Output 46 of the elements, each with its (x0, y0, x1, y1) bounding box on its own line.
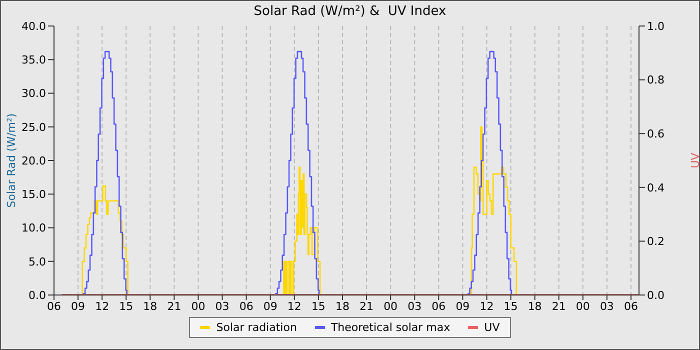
x-tick-label: 00 (191, 300, 206, 313)
y2-tick-label: 1.0 (647, 20, 664, 33)
x-tick-label: 00 (576, 300, 590, 313)
y-tick-label: 5.0 (28, 255, 46, 268)
x-tick-label: 03 (600, 300, 614, 313)
x-tick-label: 06 (432, 300, 446, 313)
x-tick-label: 03 (215, 300, 230, 313)
x-tick-label: 12 (287, 300, 302, 313)
chart-title: Solar Rad (W/m²) & UV Index (252, 4, 448, 19)
x-tick-label: 09 (456, 300, 470, 313)
y-tick-label: 25.0 (22, 120, 46, 134)
legend-label: Theoretical solar max (330, 321, 450, 334)
x-tick-label: 18 (143, 300, 158, 313)
x-tick-label: 18 (335, 300, 350, 313)
x-tick-label: 00 (384, 300, 398, 313)
x-tick-label: 15 (504, 300, 518, 313)
x-tick-label: 12 (480, 300, 494, 313)
x-tick-label: 06 (239, 300, 254, 313)
x-tick-label: 21 (552, 300, 566, 313)
y-tick-label: 20.0 (22, 154, 46, 168)
y-tick-label: 0.0 (28, 288, 46, 302)
x-tick-label: 21 (360, 300, 374, 313)
y2-tick-label: 0.4 (647, 181, 664, 194)
legend-label: UV (483, 321, 500, 334)
y2-tick-label: 0.8 (647, 74, 664, 87)
y-tick-label: 35.0 (22, 54, 46, 67)
y2-tick-label: 0.6 (647, 128, 664, 141)
y-tick-label: 40.0 (22, 20, 46, 33)
x-tick-label: 15 (119, 300, 134, 313)
y-axis-title: Solar Rad (W/m²) (4, 113, 18, 208)
x-tick-label: 06 (47, 300, 61, 313)
x-tick-label: 06 (624, 300, 638, 313)
legend-label: Solar radiation (215, 321, 297, 334)
x-tick-label: 21 (167, 300, 182, 313)
x-tick-label: 18 (528, 300, 542, 313)
y-tick-label: 10.0 (22, 222, 46, 235)
y2-tick-label: 0.2 (647, 235, 664, 248)
x-tick-label: 09 (263, 300, 278, 313)
y-tick-label: 15.0 (22, 188, 46, 202)
x-tick-label: 03 (408, 300, 422, 313)
y2-tick-label: 0.0 (647, 288, 664, 302)
y-tick-label: 30.0 (22, 87, 46, 100)
y2-axis-title: UV (688, 152, 700, 168)
x-tick-label: 15 (311, 300, 326, 313)
x-tick-label: 12 (95, 300, 110, 313)
x-tick-label: 09 (71, 300, 86, 313)
